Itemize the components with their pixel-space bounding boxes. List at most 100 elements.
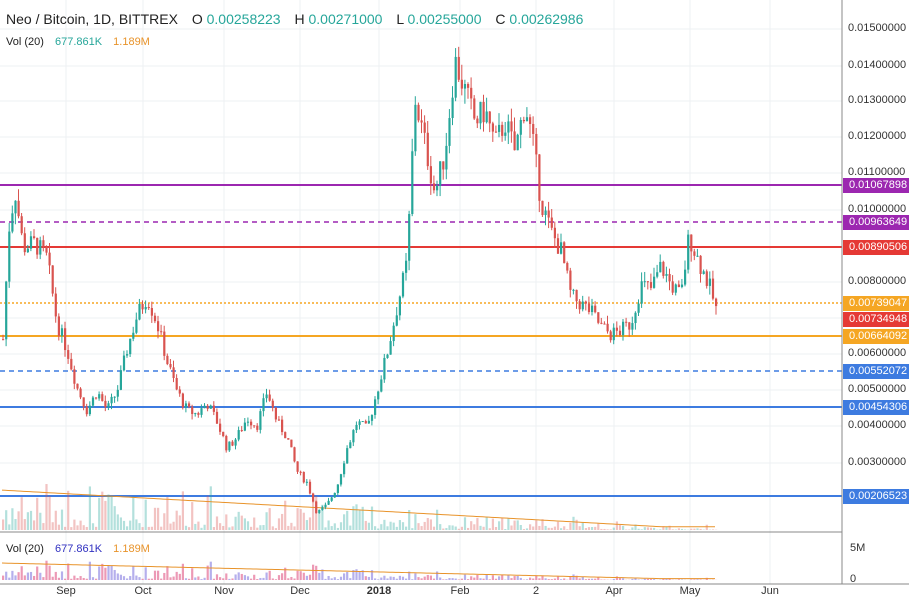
volume-pane-bar: [95, 578, 98, 580]
volume-pane-bar: [358, 571, 361, 580]
candle-body: [67, 350, 70, 359]
volume-bar: [693, 528, 696, 530]
volume-pane-bar: [200, 579, 203, 580]
volume-pane-bar: [355, 569, 358, 580]
volume-pane-bar: [184, 578, 188, 580]
candle-body: [240, 430, 243, 432]
volume-pane-bar: [467, 579, 470, 580]
volume-pane-bar: [395, 578, 398, 580]
volume-bar: [271, 526, 274, 530]
candle-body: [566, 262, 569, 271]
volume-pane-bar: [473, 577, 476, 580]
volume-bar: [51, 522, 54, 530]
volume-bar: [318, 512, 321, 530]
time-tick-label: Apr: [605, 585, 623, 597]
candle-body: [702, 271, 705, 274]
volume-bar: [398, 520, 401, 530]
volume-bar: [116, 514, 119, 530]
volume-pane-bar: [253, 574, 256, 580]
candle-body: [618, 330, 622, 336]
volume-pane-bar: [70, 578, 73, 580]
candle-body: [426, 132, 429, 167]
volume-bar: [228, 527, 231, 530]
volume-pane-bar: [107, 565, 110, 580]
candle-body: [513, 131, 516, 151]
candle-body: [277, 419, 281, 421]
candle-body: [367, 420, 370, 424]
volume-legend-pane[interactable]: Vol (20) 677.861K 1.189M: [6, 543, 150, 555]
price-tick-label: 0.01200000: [848, 130, 907, 142]
volume-pane-bar: [8, 577, 11, 580]
volume-bar: [529, 524, 532, 530]
volume-bar: [262, 525, 265, 530]
volume-bar: [401, 522, 405, 530]
candle-body: [510, 121, 513, 132]
volume-bar: [680, 528, 684, 530]
volume-pane-bar: [432, 578, 436, 580]
volume-pane-bar: [262, 577, 265, 580]
volume-pane-bar: [429, 575, 432, 580]
volume-pane-bar: [653, 579, 656, 580]
price-tick-label: 0.00800000: [848, 275, 907, 287]
level-price-tag: 0.01067898: [843, 178, 909, 193]
volume-bar: [73, 519, 76, 530]
volume-pane-bar: [374, 578, 377, 580]
volume-bar: [563, 526, 566, 530]
volume-bar: [677, 528, 680, 530]
volume-bar: [29, 510, 33, 530]
candle-body: [79, 388, 82, 398]
volume-pane-bar: [188, 578, 191, 580]
volume-bar: [538, 525, 541, 530]
volume-legend-main[interactable]: Vol (20) 677.861K 1.189M: [6, 36, 150, 48]
candle-body: [327, 500, 330, 505]
time-tick-label: Jun: [761, 585, 779, 597]
volume-bar: [23, 519, 26, 530]
volume-pane-bar: [166, 566, 169, 580]
volume-pane-bar: [240, 573, 243, 580]
candle-body: [687, 234, 690, 270]
volume-bar: [284, 500, 287, 530]
volume-pane-bar: [60, 571, 64, 580]
volume-pane-bar: [572, 574, 575, 580]
volume-pane-bar: [101, 563, 104, 580]
candle-body: [516, 134, 519, 151]
candle-body: [476, 118, 479, 124]
price-tick-label: 0.00300000: [848, 456, 907, 468]
candle-body: [194, 413, 197, 415]
volume-bar: [544, 525, 547, 530]
volume-bar: [110, 496, 113, 530]
symbol-title[interactable]: Neo / Bitcoin, 1D, BITTREX: [6, 11, 178, 27]
volume-bar: [513, 520, 516, 530]
volume-pane-bar: [178, 573, 181, 580]
volume-bar: [160, 526, 163, 530]
volume-bar: [699, 528, 702, 530]
volume-bar: [473, 524, 476, 530]
volume-bar: [510, 525, 513, 530]
volume-bar: [219, 523, 222, 530]
volume-pane-bar: [219, 577, 222, 580]
volume-bar: [367, 522, 370, 530]
volume-pane-bar: [532, 578, 535, 580]
time-tick-label: Sep: [56, 585, 76, 597]
volume-bar: [575, 519, 578, 530]
volume-pane-bar: [364, 576, 367, 580]
candle-body: [684, 269, 687, 285]
volume-pane-bar: [470, 576, 473, 580]
volume-bar: [383, 519, 386, 530]
volume-bar: [445, 528, 448, 530]
candle-body: [150, 308, 153, 316]
candle-body: [401, 272, 405, 297]
candle-body: [460, 79, 463, 89]
volume-bar: [14, 519, 17, 530]
ohlc-legend[interactable]: Neo / Bitcoin, 1D, BITTREX O 0.00258223 …: [6, 11, 583, 27]
close-label: C: [495, 11, 506, 27]
volume-pane-bar: [45, 560, 48, 580]
volume-bar: [48, 495, 51, 530]
candle-body: [653, 276, 656, 288]
volume-bar: [479, 525, 482, 530]
candle-body: [355, 424, 358, 431]
candle-body: [522, 119, 525, 122]
volume-pane-bar: [206, 565, 209, 580]
candle-body: [206, 405, 209, 409]
